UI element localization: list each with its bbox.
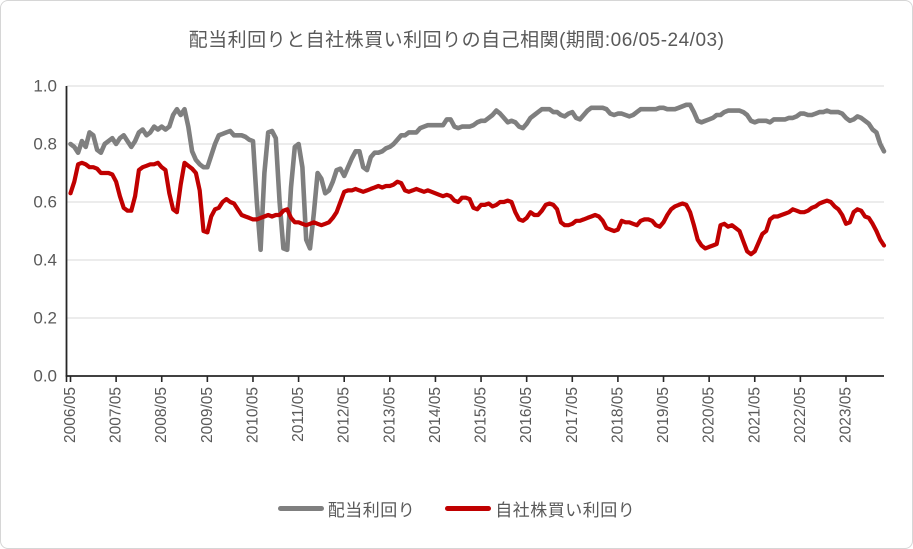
y-tick-label: 0.8 xyxy=(33,135,57,154)
x-tick-label: 2021/05 xyxy=(746,387,763,443)
x-tick-label: 2015/05 xyxy=(473,387,490,443)
legend-label-dividend: 配当利回り xyxy=(327,501,416,520)
axes xyxy=(65,86,884,382)
legend-label-buyback: 自社株買い利回り xyxy=(495,501,636,520)
x-axis-labels: 2006/05 2007/05 2008/05 2009/05 2010/05 2011/… xyxy=(62,387,854,443)
x-tick-label: 2016/05 xyxy=(518,387,535,443)
x-tick-label: 2014/05 xyxy=(427,387,444,443)
dividend-line-swatch-icon xyxy=(277,506,324,511)
y-gridlines xyxy=(66,85,884,319)
y-tick-label: 0.0 xyxy=(33,367,57,386)
x-tick-label: 2018/05 xyxy=(609,387,626,443)
x-tick-label: 2013/05 xyxy=(381,387,398,443)
series-line-dividend xyxy=(68,102,887,253)
x-tick-label: 2022/05 xyxy=(792,387,809,443)
y-tick-label: 0.6 xyxy=(33,193,57,212)
buyback-line-swatch-icon xyxy=(445,506,492,511)
legend-item-dividend: 配当利回り xyxy=(277,496,416,521)
x-tick-label: 2019/05 xyxy=(655,387,672,443)
x-tick-label: 2007/05 xyxy=(108,387,125,443)
y-tick-label: 0.2 xyxy=(33,309,57,328)
x-tick-label: 2008/05 xyxy=(153,387,170,443)
x-tick-label: 2010/05 xyxy=(244,387,261,443)
x-tick-label: 2012/05 xyxy=(336,387,353,443)
x-tick-label: 2017/05 xyxy=(564,387,581,443)
y-tick-label: 1.0 xyxy=(33,77,57,96)
x-tick-label: 2020/05 xyxy=(701,387,718,443)
chart-title: 配当利回りと自社株買い利回りの自己相関(期間:06/05-24/03) xyxy=(188,30,725,51)
y-tick-label: 0.4 xyxy=(33,251,57,270)
x-tick-label: 2006/05 xyxy=(62,387,79,443)
series-line-buyback xyxy=(68,160,887,257)
chart-legend: 配当利回り 自社株買い利回り xyxy=(1,496,912,521)
legend-item-buyback: 自社株買い利回り xyxy=(445,496,635,521)
x-tick-label: 2023/05 xyxy=(837,387,854,443)
x-tick-label: 2009/05 xyxy=(199,387,216,443)
x-tick-label: 2011/05 xyxy=(290,387,307,442)
y-axis-labels: 0.0 0.2 0.4 0.6 0.8 1.0 xyxy=(33,77,57,386)
